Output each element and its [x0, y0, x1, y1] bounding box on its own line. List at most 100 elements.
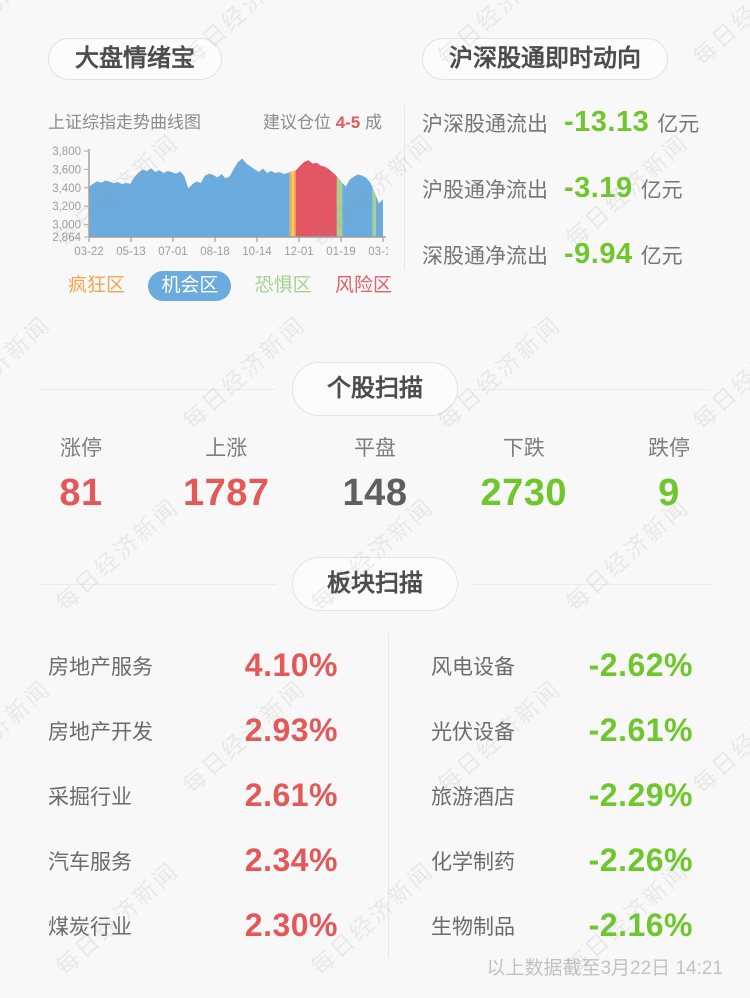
- suggested-position: 建议仓位 4-5 成: [262, 113, 382, 132]
- zone-segment: [336, 158, 343, 237]
- stat-value: 81: [59, 472, 103, 514]
- stat-平盘: 平盘 148: [343, 432, 408, 515]
- stat-label: 跌停: [648, 437, 690, 460]
- sector-value: 4.10%: [244, 647, 338, 683]
- zone-segment: [89, 158, 290, 237]
- stat-value: 2730: [480, 472, 567, 514]
- sector-divider: [388, 633, 389, 958]
- flow-value: -9.94: [564, 238, 633, 270]
- stock-scan-header: 个股扫描: [0, 362, 750, 416]
- sentiment-title: 大盘情绪宝: [48, 38, 222, 80]
- divider-line: [40, 388, 276, 390]
- northbound-rows: 沪深股通流出 -13.13 亿元 沪股通净流出 -3.19 亿元 深股通净流出 -9.94 亿元: [422, 106, 750, 304]
- sector-row: 汽车服务 2.34%: [48, 828, 338, 893]
- vertical-divider: [404, 105, 405, 270]
- stat-label: 下跌: [502, 437, 545, 460]
- sector-row: 房地产服务 4.10%: [48, 633, 338, 698]
- stock-scan-title: 个股扫描: [292, 362, 458, 416]
- zone-segment: [289, 158, 292, 237]
- flow-row: 深股通净流出 -9.94 亿元: [422, 238, 750, 304]
- stat-上涨: 上涨 1787: [183, 432, 270, 515]
- stat-下跌: 下跌 2730: [480, 432, 567, 515]
- sector-label: 风电设备: [431, 655, 515, 679]
- flow-row: 沪深股通流出 -13.13 亿元: [422, 106, 750, 172]
- sector-scan-grid: 房地产服务 4.10% 房地产开发 2.93% 采掘行业 2.61% 汽车服务 2.34% 煤炭…: [0, 611, 750, 958]
- stat-label: 上涨: [205, 437, 248, 460]
- legend-item-风险区[interactable]: 风险区: [334, 275, 392, 296]
- sector-row: 采掘行业 2.61%: [48, 763, 338, 828]
- x-tick-label: 05-13: [116, 246, 145, 258]
- chart-header: 上证综指走势曲线图 建议仓位 4-5 成: [48, 108, 382, 133]
- flow-unit: 亿元: [640, 245, 683, 268]
- zone-segment: [291, 158, 294, 237]
- sentiment-panel: 大盘情绪宝 上证综指走势曲线图 建议仓位 4-5 成 3,800 3,600 3,4…: [48, 38, 404, 304]
- sector-column-down: 风电设备 -2.62% 光伏设备 -2.61% 旅游酒店 -2.29% 化学制药 -2.26%…: [431, 633, 693, 958]
- sector-label: 房地产开发: [48, 720, 153, 744]
- sector-label: 生物制品: [431, 915, 515, 939]
- x-tick-label: 12-01: [284, 246, 313, 258]
- zone-segment: [342, 158, 373, 237]
- data-timestamp: 以上数据截至3月22日 14:21: [486, 958, 723, 979]
- y-tick-label: 3,400: [52, 183, 81, 195]
- sector-label: 汽车服务: [48, 850, 132, 874]
- sector-column-up: 房地产服务 4.10% 房地产开发 2.93% 采掘行业 2.61% 汽车服务 2.34% 煤炭…: [48, 633, 338, 958]
- stat-value: 9: [658, 472, 680, 514]
- sector-value: -2.29%: [588, 777, 693, 813]
- flow-value: -13.13: [564, 106, 650, 138]
- sector-value: -2.61%: [588, 712, 693, 748]
- stat-涨停: 涨停 81: [52, 432, 110, 515]
- y-tick-label: 3,800: [52, 146, 81, 158]
- chart-subtitle: 上证综指走势曲线图: [48, 113, 201, 132]
- northbound-title: 沪深股通即时动向: [422, 38, 668, 80]
- flow-label: 沪深股通流出: [422, 113, 548, 136]
- legend-item-机会区[interactable]: 机会区: [148, 271, 232, 301]
- sector-row: 光伏设备 -2.61%: [431, 698, 693, 763]
- flow-label: 沪股通净流出: [422, 179, 548, 202]
- stat-跌停: 跌停 9: [640, 432, 698, 515]
- zone-legend: 疯狂区 机会区 恐惧区 风险区: [68, 271, 392, 301]
- stat-value: 1787: [183, 472, 270, 514]
- divider-line: [40, 583, 276, 585]
- stock-scan-stats: 涨停 81 上涨 1787 平盘 148 下跌 2730 跌停 9: [0, 416, 750, 515]
- northbound-panel: 沪深股通即时动向 沪深股通流出 -13.13 亿元 沪股通净流出 -3.19 亿元 深股通净…: [405, 38, 750, 304]
- sector-label: 房地产服务: [48, 655, 153, 679]
- sector-row: 风电设备 -2.62%: [431, 633, 693, 698]
- sector-value: -2.62%: [588, 647, 693, 683]
- sector-value: 2.93%: [244, 712, 338, 748]
- sector-row: 房地产开发 2.93%: [48, 698, 338, 763]
- flow-label: 深股通净流出: [422, 245, 548, 268]
- divider-line: [474, 388, 710, 390]
- sector-value: -2.26%: [588, 842, 693, 878]
- stat-value: 148: [342, 472, 408, 514]
- x-tick-label: 01-19: [326, 246, 355, 258]
- stat-label: 平盘: [354, 437, 396, 460]
- sector-label: 光伏设备: [431, 720, 515, 744]
- legend-item-恐惧区[interactable]: 恐惧区: [254, 275, 312, 296]
- sector-value: 2.34%: [244, 842, 338, 878]
- flow-row: 沪股通净流出 -3.19 亿元: [422, 172, 750, 238]
- flow-unit: 亿元: [657, 113, 700, 136]
- y-tick-label: 3,600: [52, 164, 81, 176]
- divider-line: [474, 583, 710, 585]
- sector-scan-title: 板块扫描: [292, 557, 458, 611]
- x-tick-label: 10-14: [242, 246, 272, 258]
- sector-value: -2.16%: [588, 907, 693, 943]
- x-tick-label: 08-18: [200, 246, 229, 258]
- sector-value: 2.30%: [244, 907, 338, 943]
- sector-row: 煤炭行业 2.30%: [48, 893, 338, 958]
- y-tick-label: 3,200: [52, 201, 81, 213]
- zone-segment: [293, 158, 296, 237]
- sector-scan-header: 板块扫描: [0, 557, 750, 611]
- sector-label: 化学制药: [431, 850, 515, 874]
- top-section: 大盘情绪宝 上证综指走势曲线图 建议仓位 4-5 成 3,800 3,600 3,4…: [0, 0, 750, 304]
- zone-segment: [372, 158, 376, 237]
- legend-item-疯狂区[interactable]: 疯狂区: [68, 275, 126, 296]
- x-tick-label: 03-22: [74, 246, 103, 258]
- y-tick-label: 2,864: [52, 232, 81, 244]
- sector-row: 生物制品 -2.16%: [431, 893, 693, 958]
- flow-value: -3.19: [564, 172, 633, 204]
- y-tick-label: 3,000: [52, 220, 81, 232]
- x-tick-label: 03-15: [368, 246, 388, 258]
- sector-row: 化学制药 -2.26%: [431, 828, 693, 893]
